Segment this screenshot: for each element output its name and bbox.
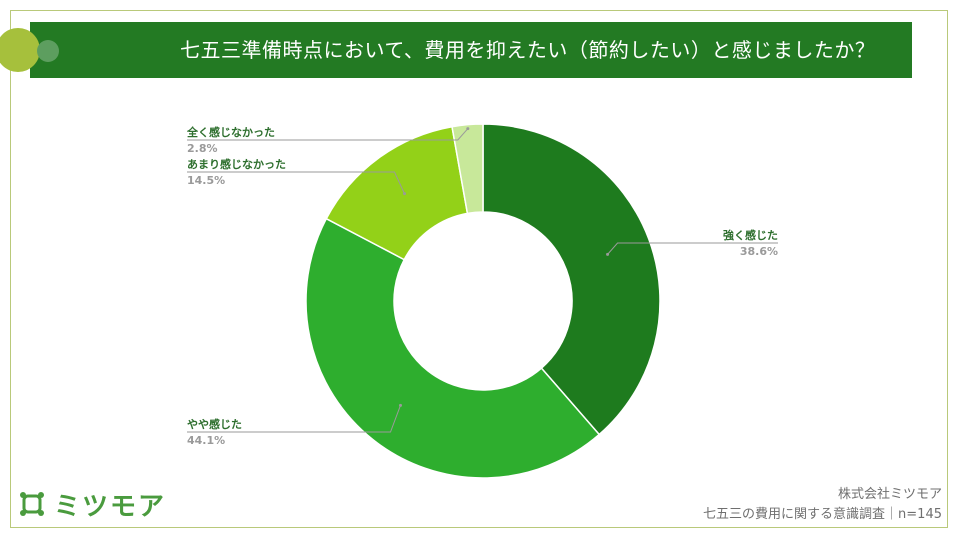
- leader-dot-strong: [606, 252, 610, 256]
- leader-dot-somewhat: [398, 403, 402, 407]
- footer: 株式会社ミツモア 七五三の費用に関する意識調査｜n=145: [703, 485, 942, 525]
- slide-frame: [10, 10, 948, 528]
- slice-strong: [482, 123, 661, 436]
- slice-value-not-at-all: 2.8%: [187, 142, 218, 155]
- slice-value-strong: 38.6%: [740, 245, 778, 258]
- slice-value-somewhat: 44.1%: [187, 434, 225, 447]
- slice-label-not-at-all: 全く感じなかった: [186, 125, 275, 139]
- logo-mark-icon: [20, 492, 44, 516]
- slice-label-strong: 強く感じた: [723, 228, 778, 242]
- brand-logo: ミツモア: [18, 486, 166, 522]
- logo-text: ミツモア: [54, 491, 167, 522]
- decor-circle-small: [37, 40, 59, 62]
- footer-survey: 七五三の費用に関する意識調査｜n=145: [703, 507, 942, 522]
- footer-company: 株式会社ミツモア: [837, 487, 942, 502]
- slice-label-somewhat: やや感じた: [187, 417, 242, 431]
- decor-circle-large: [0, 28, 40, 72]
- slice-value-not-much: 14.5%: [187, 174, 225, 187]
- title-bar: 七五三準備時点において、費用を抑えたい（節約したい）と感じましたか？: [30, 22, 912, 78]
- slice-label-not-much: あまり感じなかった: [187, 157, 286, 171]
- leader-dot-not-much: [402, 192, 406, 196]
- chart-title: 七五三準備時点において、費用を抑えたい（節約したい）と感じましたか？: [180, 38, 876, 62]
- leader-dot-not-at-all: [466, 127, 470, 131]
- leader-line-somewhat: [187, 405, 401, 433]
- leader-line-strong: [607, 242, 778, 255]
- slice-somewhat: [305, 217, 601, 479]
- slice-not-at-all: [451, 123, 484, 215]
- leader-line-not-much: [187, 171, 405, 194]
- leader-line-not-at-all: [187, 128, 469, 141]
